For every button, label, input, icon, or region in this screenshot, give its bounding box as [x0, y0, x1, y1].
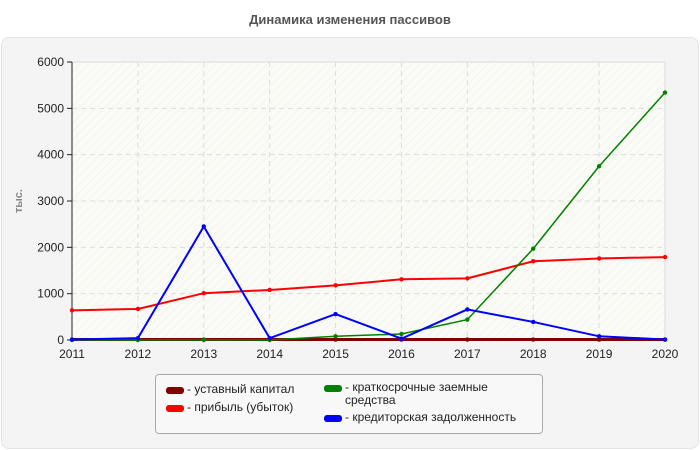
data-point [596, 337, 602, 342]
legend-item-profit: - прибыль (убыток) [166, 401, 293, 414]
y-tick-label: 3000 [37, 194, 64, 208]
data-point [201, 291, 206, 296]
legend-item-accounts-payable: - кредиторская задолженность [324, 411, 516, 424]
x-tick-label: 2011 [59, 347, 85, 361]
x-tick-label: 2020 [652, 347, 679, 361]
data-point [531, 319, 536, 325]
data-point [333, 311, 338, 317]
data-point [465, 317, 470, 322]
data-point [201, 337, 206, 343]
legend-swatch-icon [166, 387, 184, 394]
x-tick-label: 2018 [520, 347, 547, 361]
y-tick-label: 0 [57, 333, 64, 347]
data-point [596, 256, 602, 261]
y-axis-label: тыс. [13, 189, 25, 213]
legend-item-short-term-loans: - краткосрочные заемные средства [324, 381, 534, 407]
y-tick-label: 1000 [37, 287, 64, 301]
data-point [662, 90, 668, 95]
data-point [267, 287, 272, 293]
x-tick-label: 2014 [256, 347, 283, 361]
legend-swatch-icon [324, 385, 342, 392]
chart-title: Динамика изменения пассивов [249, 12, 451, 27]
series-line [71, 256, 666, 312]
data-point [135, 306, 141, 312]
data-point [267, 335, 272, 341]
x-tick-label: 2013 [190, 347, 217, 361]
legend-swatch-icon [324, 415, 342, 422]
y-tick-label: 5000 [37, 101, 64, 115]
data-point [662, 337, 668, 342]
y-tick-label: 4000 [37, 148, 64, 162]
data-point [333, 283, 338, 288]
x-tick-label: 2012 [125, 347, 152, 361]
data-point [69, 308, 75, 313]
series-line [72, 92, 666, 341]
data-point [465, 337, 470, 342]
data-point [399, 331, 404, 337]
legend-item-charter-capital: - уставный капитал [166, 383, 294, 396]
data-point [531, 259, 536, 264]
data-point [531, 337, 536, 342]
y-tick-label: 2000 [37, 240, 64, 254]
data-point [596, 334, 602, 339]
x-tick-label: 2015 [322, 347, 349, 361]
data-point [69, 337, 75, 342]
data-point [333, 337, 338, 342]
data-point [662, 254, 668, 260]
x-tick-label: 2016 [388, 347, 415, 361]
data-point [531, 246, 536, 251]
data-point [596, 164, 602, 169]
data-point [465, 276, 470, 281]
x-tick-label: 2017 [454, 347, 481, 361]
data-point [399, 277, 404, 282]
plot-area [72, 62, 665, 340]
series-line [71, 224, 666, 341]
data-point [201, 224, 206, 229]
x-tick-label: 2019 [586, 347, 613, 361]
legend-swatch-icon [166, 405, 184, 412]
data-point [399, 336, 404, 341]
chart-legend: - уставный капитал - прибыль (убыток) - … [155, 374, 543, 434]
data-point [465, 307, 470, 312]
y-tick-label: 6000 [37, 55, 64, 69]
data-point [135, 335, 141, 341]
data-point [333, 334, 338, 339]
